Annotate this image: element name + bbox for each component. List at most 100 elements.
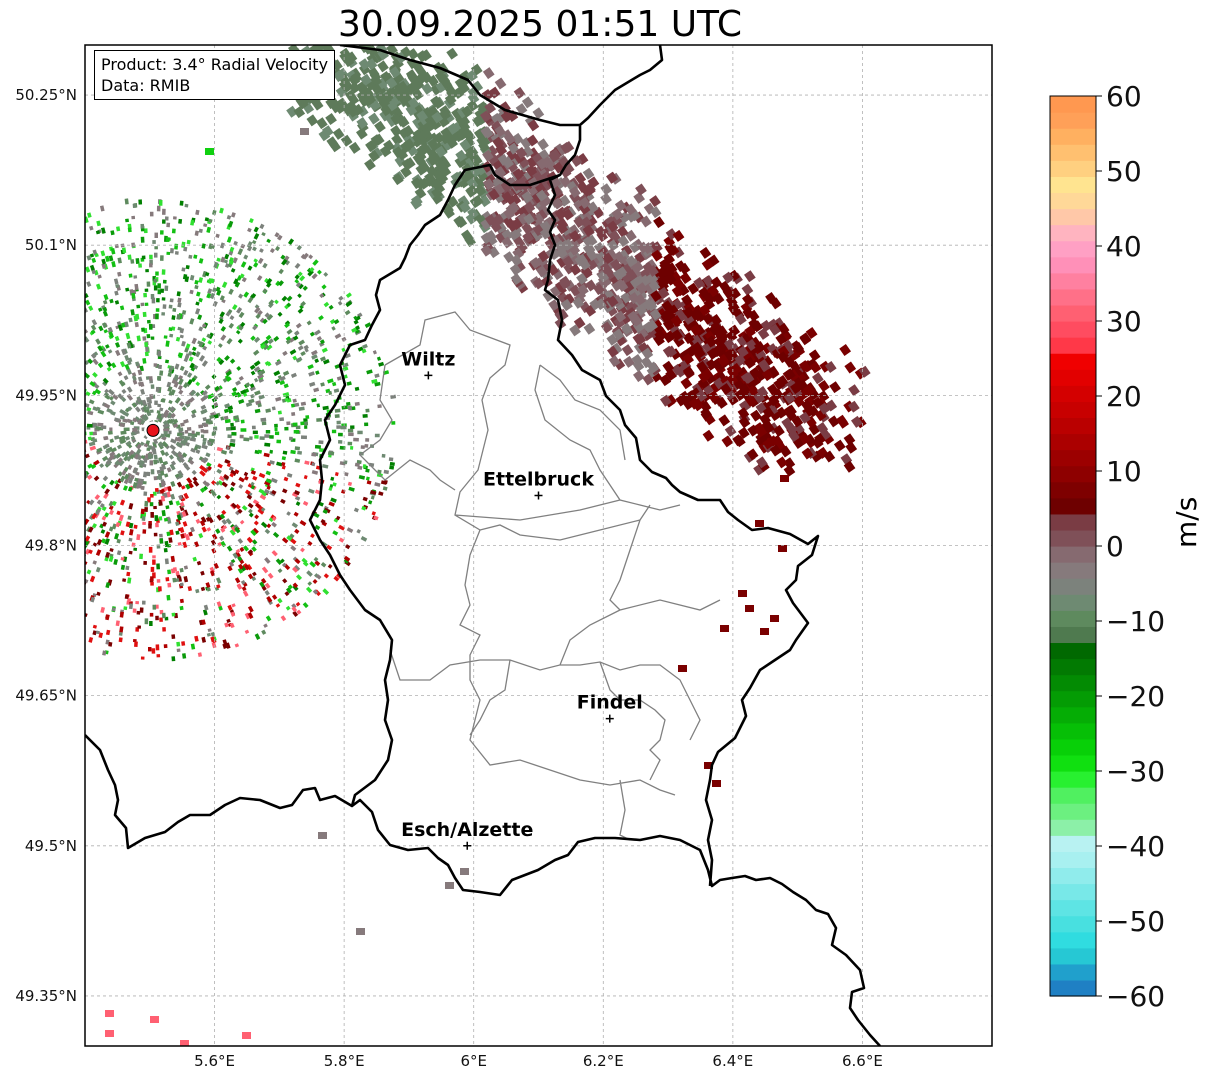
colorbar-tick-label: −50 (1106, 905, 1165, 938)
colorbar-tick-label: −10 (1106, 605, 1165, 638)
lat-tick-label: 49.65°N (15, 687, 77, 705)
radar-site-dot (146, 423, 160, 437)
lon-tick-label: 6°E (460, 1052, 487, 1070)
city-label: Findel (577, 692, 643, 714)
colorbar-segment (1050, 128, 1096, 145)
colorbar-tick-label: 0 (1106, 530, 1124, 563)
colorbar-segment (1050, 529, 1096, 547)
colorbar-segment (1050, 417, 1096, 435)
colorbar-segment (1050, 658, 1096, 676)
lat-tick-label: 50.25°N (15, 86, 77, 104)
radar-echo-layer (85, 45, 871, 1046)
city-marker (605, 714, 614, 723)
colorbar-tick-label: 60 (1106, 80, 1142, 113)
colorbar-segment (1050, 706, 1096, 724)
colorbar-segment (1050, 979, 1096, 997)
colorbar-segment (1050, 144, 1096, 161)
city-marker (463, 841, 472, 850)
colorbar-segment (1050, 787, 1096, 804)
colorbar-segment (1050, 674, 1096, 692)
colorbar-segment (1050, 642, 1096, 660)
data-source-label: Data: RMIB (101, 76, 191, 95)
colorbar-segment (1050, 192, 1096, 210)
colorbar-segment (1050, 465, 1096, 483)
colorbar-segment (1050, 931, 1096, 949)
colorbar-segment (1050, 288, 1096, 306)
colorbar-segment (1050, 256, 1096, 274)
lat-tick-label: 49.95°N (15, 386, 77, 404)
colorbar-segment (1050, 321, 1096, 338)
colorbar-segment (1050, 819, 1096, 836)
city-marker (424, 371, 433, 380)
colorbar-segment (1050, 835, 1096, 852)
colorbar-segment (1050, 690, 1096, 708)
colorbar-segment (1050, 738, 1096, 756)
colorbar-segment (1050, 803, 1096, 820)
colorbar-segment (1050, 626, 1096, 644)
colorbar-segment (1050, 513, 1096, 531)
city-marker (534, 491, 543, 500)
lat-tick-label: 49.35°N (15, 987, 77, 1005)
colorbar-segment (1050, 481, 1096, 499)
colorbar-segment (1050, 947, 1096, 965)
radar-site-marker (144, 421, 163, 440)
city-label: Ettelbruck (483, 468, 594, 490)
colorbar-segment (1050, 337, 1096, 354)
lon-tick-label: 6.2°E (583, 1052, 624, 1070)
colorbar-segment (1050, 272, 1096, 290)
colorbar: 60 50 40 30 20 10 0 −10 −20 −30 −40 −50 −60 (1049, 80, 1165, 1013)
colorbar-segment (1050, 851, 1096, 869)
colorbar-segment (1050, 497, 1096, 515)
colorbar-segment (1050, 562, 1096, 579)
colorbar-segment (1050, 401, 1096, 419)
colorbar-segment (1050, 176, 1096, 194)
lat-tick-label: 50.1°N (25, 236, 77, 254)
product-label: Product: 3.4° Radial Velocity (101, 55, 329, 74)
colorbar-segment (1050, 224, 1096, 242)
product-info-box: Product: 3.4° Radial Velocity Data: RMIB (94, 50, 336, 100)
colorbar-segment (1050, 899, 1096, 917)
colorbar-segment (1050, 867, 1096, 885)
colorbar-segment (1050, 304, 1096, 322)
map-title: 30.09.2025 01:51 UTC (337, 4, 743, 45)
colorbar-tick-label: −40 (1106, 830, 1165, 863)
colorbar-tick-label: −30 (1106, 755, 1165, 788)
colorbar-segment (1050, 594, 1096, 611)
colorbar-tick-label: −20 (1106, 680, 1165, 713)
colorbar-segment (1050, 722, 1096, 740)
district-borders (359, 311, 721, 841)
colorbar-segment (1050, 96, 1096, 113)
border-layer (85, 45, 881, 1046)
lon-tick-label: 6.4°E (712, 1052, 753, 1070)
colorbar-tick-label: 20 (1106, 380, 1142, 413)
colorbar-tick-label: 10 (1106, 455, 1142, 488)
lat-tick-label: 49.8°N (25, 537, 77, 555)
colorbar-segment (1050, 433, 1096, 451)
colorbar-segment (1050, 240, 1096, 258)
colorbar-segment (1050, 771, 1096, 788)
colorbar-tick-label: 40 (1106, 230, 1142, 263)
colorbar-segment (1050, 546, 1096, 563)
colorbar-tick-label: 50 (1106, 155, 1142, 188)
colorbar-tick-label: −60 (1106, 980, 1165, 1013)
lat-tick-label: 49.5°N (25, 837, 77, 855)
colorbar-unit-label: m/s (1170, 496, 1203, 548)
colorbar-segment (1050, 883, 1096, 901)
country-borders (85, 45, 881, 1046)
colorbar-segment (1050, 963, 1096, 981)
city-label: Esch/Alzette (401, 819, 533, 841)
colorbar-segment (1050, 112, 1096, 129)
city-label: Wiltz (401, 348, 455, 370)
lon-tick-label: 5.8°E (324, 1052, 365, 1070)
colorbar-segment (1050, 369, 1096, 386)
colorbar-segment (1050, 754, 1096, 772)
map-frame (84, 44, 993, 1047)
colorbar-segment (1050, 578, 1096, 595)
colorbar-segment (1050, 915, 1096, 933)
colorbar-segment (1050, 208, 1096, 226)
axis-tick-labels: 5.6°E 5.8°E 6°E 6.2°E 6.4°E 6.6°E 50.25°N 50.1°… (15, 86, 883, 1070)
colorbar-tick-label: 30 (1106, 305, 1142, 338)
city-layer: Wiltz Ettelbruck Findel Esch/Alzette (401, 348, 643, 850)
colorbar-segment (1050, 449, 1096, 467)
